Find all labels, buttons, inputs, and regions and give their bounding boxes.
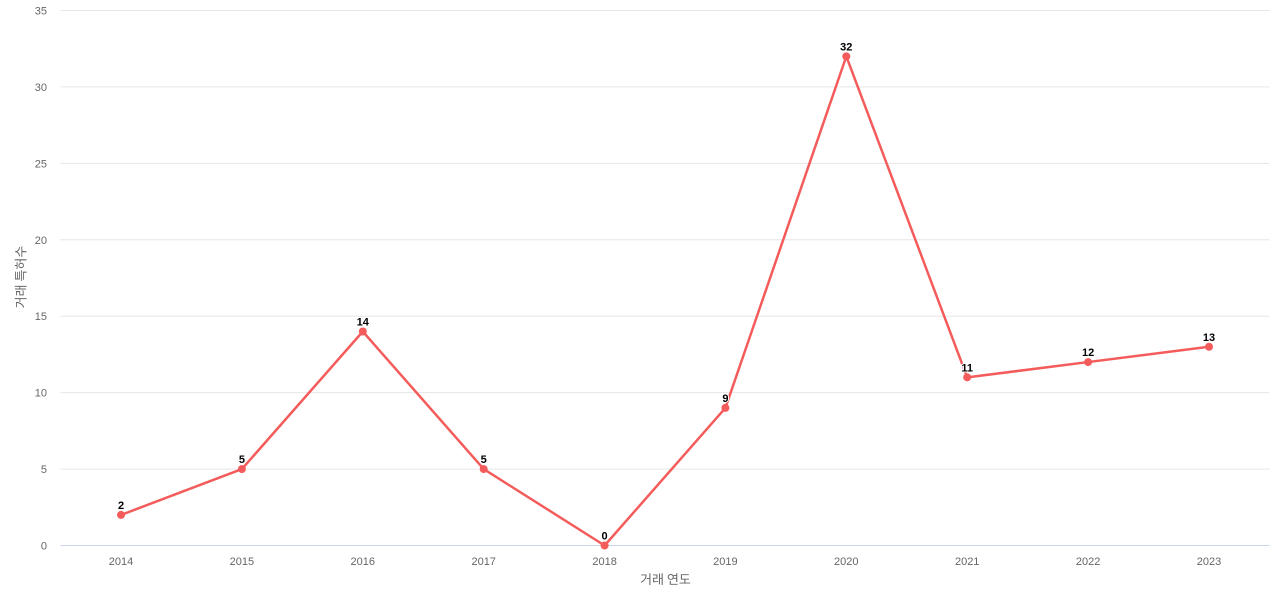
svg-text:12: 12: [1082, 347, 1094, 359]
svg-text:20: 20: [35, 235, 47, 247]
svg-text:2023: 2023: [1197, 556, 1221, 568]
svg-text:2018: 2018: [592, 556, 616, 568]
svg-text:2016: 2016: [351, 556, 375, 568]
svg-text:5: 5: [481, 454, 487, 466]
svg-text:2022: 2022: [1076, 556, 1100, 568]
svg-text:15: 15: [35, 311, 47, 323]
svg-text:10: 10: [35, 388, 47, 400]
svg-text:0: 0: [41, 541, 47, 553]
svg-text:2021: 2021: [955, 556, 979, 568]
svg-text:25: 25: [35, 158, 47, 170]
svg-text:0: 0: [602, 531, 608, 543]
svg-text:2015: 2015: [230, 556, 254, 568]
svg-text:2: 2: [118, 500, 124, 512]
svg-text:32: 32: [840, 41, 852, 53]
svg-text:11: 11: [961, 362, 973, 374]
svg-text:14: 14: [357, 317, 370, 329]
svg-text:35: 35: [35, 5, 47, 17]
svg-text:13: 13: [1203, 332, 1215, 344]
svg-text:5: 5: [41, 464, 47, 476]
svg-text:2019: 2019: [713, 556, 737, 568]
svg-text:30: 30: [35, 82, 47, 94]
svg-text:2014: 2014: [109, 556, 133, 568]
svg-text:2017: 2017: [471, 556, 495, 568]
svg-text:5: 5: [239, 454, 245, 466]
svg-text:2020: 2020: [834, 556, 858, 568]
svg-text:9: 9: [722, 393, 728, 405]
